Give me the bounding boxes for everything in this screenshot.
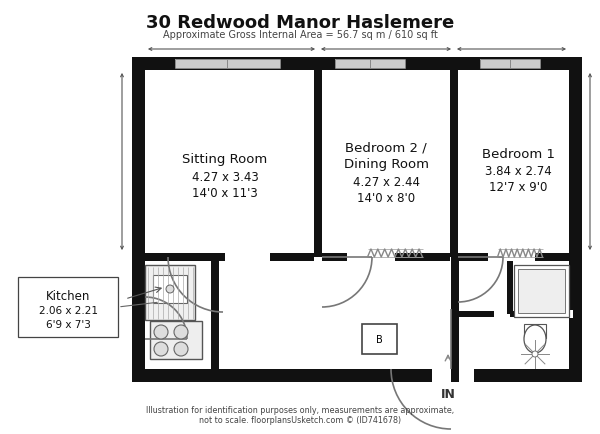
Circle shape (154, 325, 168, 339)
Bar (270, 253, 314, 261)
Bar (145, 71, 318, 257)
Text: 14'0 x 8'0: 14'0 x 8'0 (357, 192, 415, 205)
Bar (514, 265, 569, 317)
Bar (510, 311, 569, 317)
Bar (459, 261, 573, 373)
Bar (455, 369, 582, 382)
Bar (211, 257, 219, 382)
Bar (132, 58, 145, 257)
Bar (219, 261, 451, 373)
Text: Approximate Gross Internal Area = 56.7 sq m / 610 sq ft: Approximate Gross Internal Area = 56.7 s… (163, 30, 437, 40)
Text: 3.84 x 2.74: 3.84 x 2.74 (485, 165, 551, 178)
Bar (518, 270, 565, 313)
Text: Bedroom 2 /: Bedroom 2 / (345, 141, 427, 154)
Bar (145, 261, 215, 373)
Bar (215, 369, 525, 382)
Bar (145, 265, 195, 320)
Bar (459, 310, 573, 318)
Bar (150, 321, 202, 359)
Bar (458, 71, 573, 257)
Text: 30 Redwood Manor Haslemere: 30 Redwood Manor Haslemere (146, 14, 454, 32)
Bar (314, 71, 322, 257)
Text: B: B (376, 334, 382, 344)
Text: 12'7 x 9'0: 12'7 x 9'0 (489, 181, 547, 194)
Text: Sitting Room: Sitting Room (182, 153, 268, 166)
Bar (569, 58, 582, 382)
Bar (432, 369, 474, 382)
Bar (145, 253, 225, 261)
Bar (450, 71, 458, 257)
Text: 4.27 x 2.44: 4.27 x 2.44 (353, 176, 419, 189)
Bar (132, 369, 215, 382)
Text: 14'0 x 11'3: 14'0 x 11'3 (192, 187, 258, 200)
Bar (145, 253, 215, 261)
Bar (153, 275, 187, 303)
Bar (535, 253, 569, 261)
Bar (175, 60, 280, 69)
Circle shape (166, 285, 174, 293)
Circle shape (154, 342, 168, 356)
Text: Illustration for identification purposes only, measurements are approximate,
not: Illustration for identification purposes… (146, 404, 454, 424)
Bar (451, 257, 459, 382)
Text: 6'9 x 7'3: 6'9 x 7'3 (46, 319, 91, 329)
Ellipse shape (524, 325, 546, 353)
Bar (524, 324, 546, 338)
Text: Kitchen: Kitchen (46, 289, 90, 302)
Circle shape (532, 351, 538, 357)
Text: 2.06 x 2.21: 2.06 x 2.21 (38, 305, 98, 315)
Bar (335, 60, 405, 69)
Bar (459, 311, 494, 317)
Bar (322, 71, 450, 257)
Bar (132, 257, 145, 382)
Circle shape (174, 342, 188, 356)
Circle shape (174, 325, 188, 339)
Text: Bedroom 1: Bedroom 1 (482, 148, 554, 161)
Bar (132, 58, 582, 71)
Text: 4.27 x 3.43: 4.27 x 3.43 (191, 171, 259, 184)
Bar (132, 369, 582, 382)
Bar (459, 310, 573, 318)
Bar (18, 277, 118, 337)
Bar (430, 369, 470, 382)
Bar (458, 253, 488, 261)
Bar (322, 253, 347, 261)
Text: IN: IN (440, 387, 455, 400)
Bar (362, 324, 397, 354)
Bar (480, 60, 540, 69)
Bar (507, 261, 513, 314)
Bar (395, 253, 450, 261)
Text: Dining Room: Dining Room (344, 158, 428, 171)
